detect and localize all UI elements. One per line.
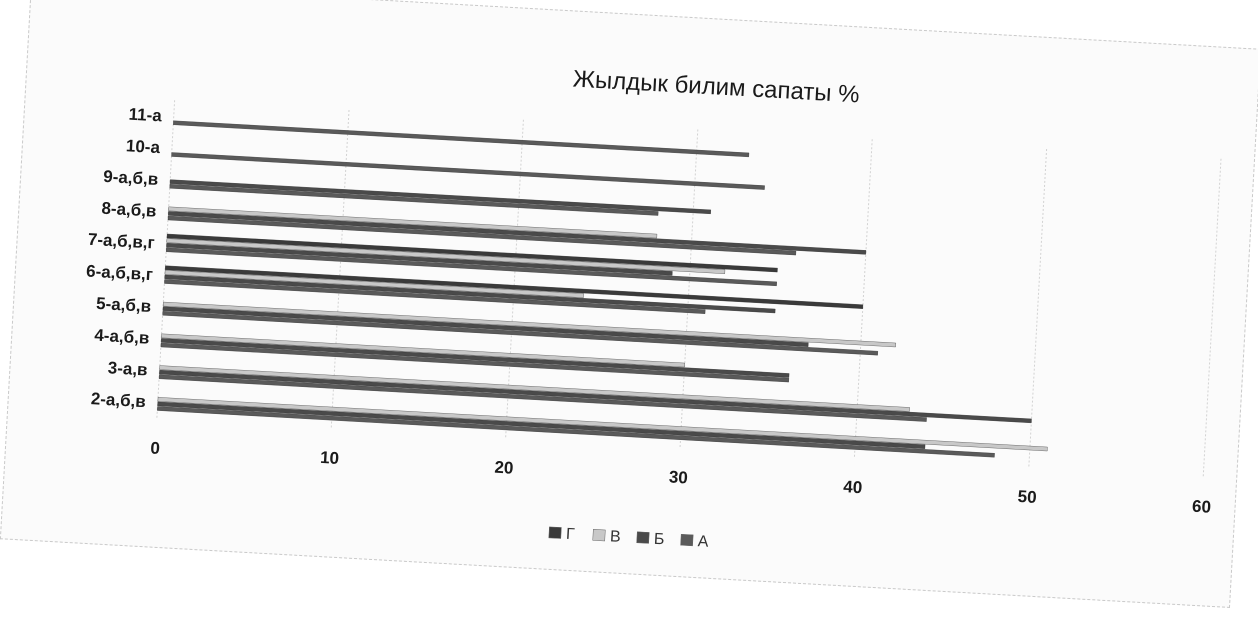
scanned-page: 0 10 20 30 40 50 60 11-а 10-а 9-а,б,в 8-а,б,в 7-а,…: [0, 0, 1258, 608]
bar-А: [169, 184, 659, 216]
legend-label: Б: [653, 531, 664, 549]
legend-swatch: [636, 531, 650, 544]
bar-А: [167, 215, 797, 256]
bar-Г: [166, 233, 778, 273]
y-axis: 11-а 10-а 9-а,б,в 8-а,б,в 7-а,б,в,г 6-а,б,в,г…: [86, 105, 163, 412]
legend-label: А: [697, 533, 709, 551]
category-label: 7-а,б,в,г: [87, 230, 155, 253]
bar-В: [166, 238, 726, 274]
legend-swatch: [548, 526, 562, 539]
bar-В: [159, 365, 910, 412]
category-label: 11-а: [128, 105, 163, 126]
bar-А: [166, 247, 777, 287]
category-label: 9-а,б,в: [103, 167, 159, 189]
x-tick-label: 50: [1017, 487, 1037, 507]
gridline: [1028, 148, 1048, 467]
bar-Г: [165, 265, 864, 309]
bar-Б: [166, 242, 673, 276]
legend-swatch: [680, 533, 694, 547]
category-label: 2-а,б,в: [90, 389, 146, 411]
x-tick-label: 10: [320, 448, 340, 468]
bars: [157, 120, 1048, 458]
bar-Б: [164, 274, 776, 314]
bar-Б: [168, 211, 867, 255]
legend-label: В: [609, 528, 621, 546]
bar-В: [161, 333, 685, 368]
x-tick-label: 40: [843, 477, 863, 497]
gridline: [1202, 158, 1222, 477]
bar-А: [158, 374, 927, 422]
bar-А: [171, 152, 765, 190]
gridline: [853, 139, 873, 457]
bar-А: [162, 311, 879, 356]
x-tick-label: 30: [668, 467, 688, 487]
category-label: 10-а: [125, 136, 161, 157]
chart-title: Жылдык билим сапаты %: [572, 65, 860, 108]
bar-Б: [162, 306, 809, 347]
bar-А: [164, 279, 706, 314]
x-tick-label: 0: [150, 438, 161, 457]
bar-В: [164, 270, 584, 298]
legend-swatch: [592, 529, 606, 542]
bar-Б: [169, 179, 711, 215]
bar-В: [157, 397, 1048, 452]
category-label: 4-а,б,в: [94, 326, 150, 348]
bar-А: [160, 342, 790, 383]
x-axis: 0 10 20 30 40 50 60: [150, 438, 1212, 516]
bar-Б: [160, 338, 790, 378]
x-tick-label: 60: [1192, 497, 1212, 517]
category-label: 3-а,в: [107, 358, 148, 379]
category-label: 5-а,б,в: [96, 294, 152, 316]
bar-В: [168, 206, 658, 239]
category-label: 8-а,б,в: [101, 199, 157, 221]
bar-Б: [157, 401, 926, 449]
bar-В: [162, 301, 896, 348]
bar-А: [157, 406, 995, 458]
x-tick-label: 20: [494, 458, 514, 478]
bar-Б: [159, 369, 1032, 424]
legend-label: Г: [566, 526, 576, 543]
category-label: 6-а,б,в,г: [86, 262, 154, 285]
bar-А: [173, 120, 750, 158]
